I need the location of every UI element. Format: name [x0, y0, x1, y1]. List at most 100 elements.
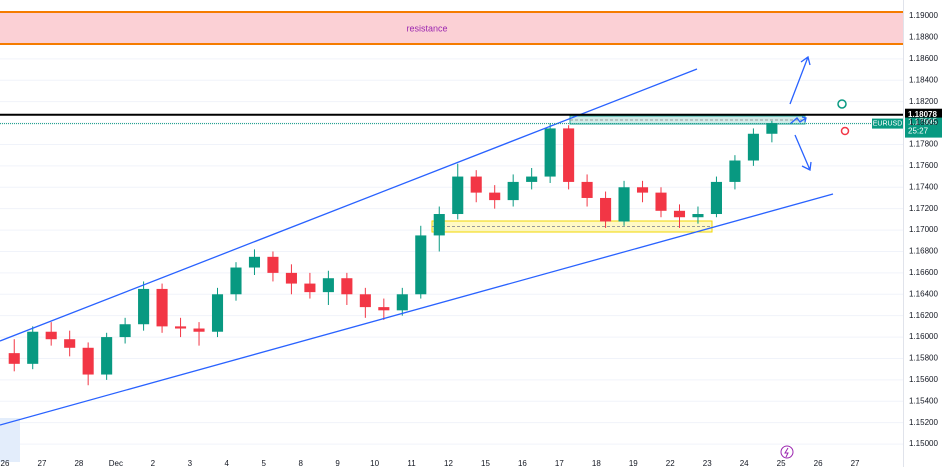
selection-box — [0, 418, 20, 462]
x-tick-label: 17 — [555, 459, 564, 467]
x-tick-label: 16 — [518, 459, 527, 467]
candle-body — [82, 347, 94, 375]
x-tick-label: 9 — [335, 459, 340, 467]
x-tick-label: 15 — [481, 459, 490, 467]
y-tick-label: 1.19000 — [909, 11, 938, 20]
candle-body — [359, 294, 371, 308]
x-tick-label: 27 — [38, 459, 47, 467]
candle-body — [636, 187, 649, 193]
x-tick-label: 22 — [666, 459, 675, 467]
candle-body — [470, 176, 482, 193]
y-tick-label: 1.18200 — [909, 97, 938, 106]
event-bolt — [784, 447, 789, 458]
x-tick-label: 10 — [370, 459, 379, 467]
resistance-zone — [0, 12, 903, 44]
candle-body — [600, 197, 612, 222]
x-tick-label: 2 — [151, 459, 156, 467]
candle-body — [322, 278, 334, 293]
x-tick-label: 23 — [703, 459, 712, 467]
y-tick-label: 1.18400 — [909, 75, 938, 84]
x-tick-label: 26 — [1, 459, 10, 467]
y-tick-label: 1.18600 — [909, 54, 938, 63]
y-tick-label: 1.17400 — [909, 182, 938, 191]
candle-body — [747, 133, 759, 161]
y-tick-label: 1.16800 — [909, 247, 938, 256]
y-tick-label: 1.17200 — [909, 204, 938, 213]
candle-body — [101, 337, 113, 375]
x-tick-label: 3 — [188, 459, 193, 467]
candle-body — [230, 267, 242, 295]
candle-body — [618, 187, 630, 222]
candle-body — [526, 176, 538, 182]
y-tick-label: 1.16600 — [909, 268, 938, 277]
x-tick-label: 5 — [261, 459, 266, 467]
candle-body — [433, 214, 445, 236]
lower-trendline — [0, 193, 834, 426]
candle-body — [563, 128, 575, 182]
candle-body — [452, 176, 464, 215]
x-tick-label: 11 — [407, 459, 416, 467]
x-tick-label: 25 — [777, 459, 786, 467]
candle-body — [119, 324, 131, 338]
y-tick-label: 1.16000 — [909, 332, 938, 341]
y-tick-label: 1.15000 — [909, 439, 938, 448]
y-tick-label: 1.17800 — [909, 140, 938, 149]
candle-body — [156, 288, 168, 327]
candle-body — [655, 192, 667, 211]
candle-body — [692, 214, 704, 218]
event-icon[interactable] — [780, 445, 794, 459]
countdown-label: 25:27 — [908, 127, 929, 136]
y-tick-label: 1.17000 — [909, 225, 938, 234]
candle-body — [175, 326, 187, 329]
candle-body — [27, 331, 39, 364]
y-tick-label: 1.18000 — [909, 118, 938, 127]
x-tick-label: 4 — [225, 459, 230, 467]
candle-body — [45, 331, 57, 340]
candle-body — [396, 294, 408, 311]
y-tick-label: 1.16200 — [909, 311, 938, 320]
candle-body — [581, 181, 593, 198]
x-tick-label: 27 — [851, 459, 860, 467]
candle-body — [138, 288, 150, 325]
candle-body — [267, 256, 279, 273]
x-tick-label: Dec — [109, 459, 123, 467]
x-tick-label: 12 — [444, 459, 453, 467]
candle-body — [729, 160, 741, 182]
arrows — [789, 55, 812, 171]
candle-body — [507, 181, 519, 201]
x-tick-label: 26 — [814, 459, 823, 467]
candle-body — [211, 294, 224, 332]
candle-body — [489, 192, 501, 201]
symbol-tag — [872, 118, 903, 129]
y-tick-label: 1.15800 — [909, 354, 938, 363]
y-tick-label: 1.17600 — [909, 161, 938, 170]
symbol-label: EURUSD — [873, 120, 903, 127]
candle-body — [415, 235, 427, 295]
price-tag — [905, 117, 942, 138]
candle-body — [710, 181, 722, 215]
y-tick-label: 1.15600 — [909, 375, 938, 384]
candle-body — [673, 210, 686, 218]
x-tick-label: 18 — [592, 459, 601, 467]
arrow-down — [794, 134, 812, 171]
candle-body — [193, 328, 205, 332]
candle-body — [285, 272, 297, 284]
x-tick-label: 24 — [740, 459, 749, 467]
marker-red — [840, 126, 850, 136]
y-tick-label: 1.18800 — [909, 33, 938, 42]
zone-label: resistance — [406, 23, 447, 33]
candle-body — [378, 307, 390, 311]
candle-body — [341, 278, 353, 295]
candle-body — [8, 353, 20, 364]
marker-green — [837, 99, 847, 109]
price-label: 1.17995 — [908, 118, 937, 127]
x-tick-label: 19 — [629, 459, 638, 467]
arrow-small — [789, 116, 807, 125]
y-tick-label: 1.16400 — [909, 289, 938, 298]
candle-body — [544, 128, 556, 177]
x-tick-label: 28 — [74, 459, 83, 467]
candle-body — [248, 256, 261, 268]
